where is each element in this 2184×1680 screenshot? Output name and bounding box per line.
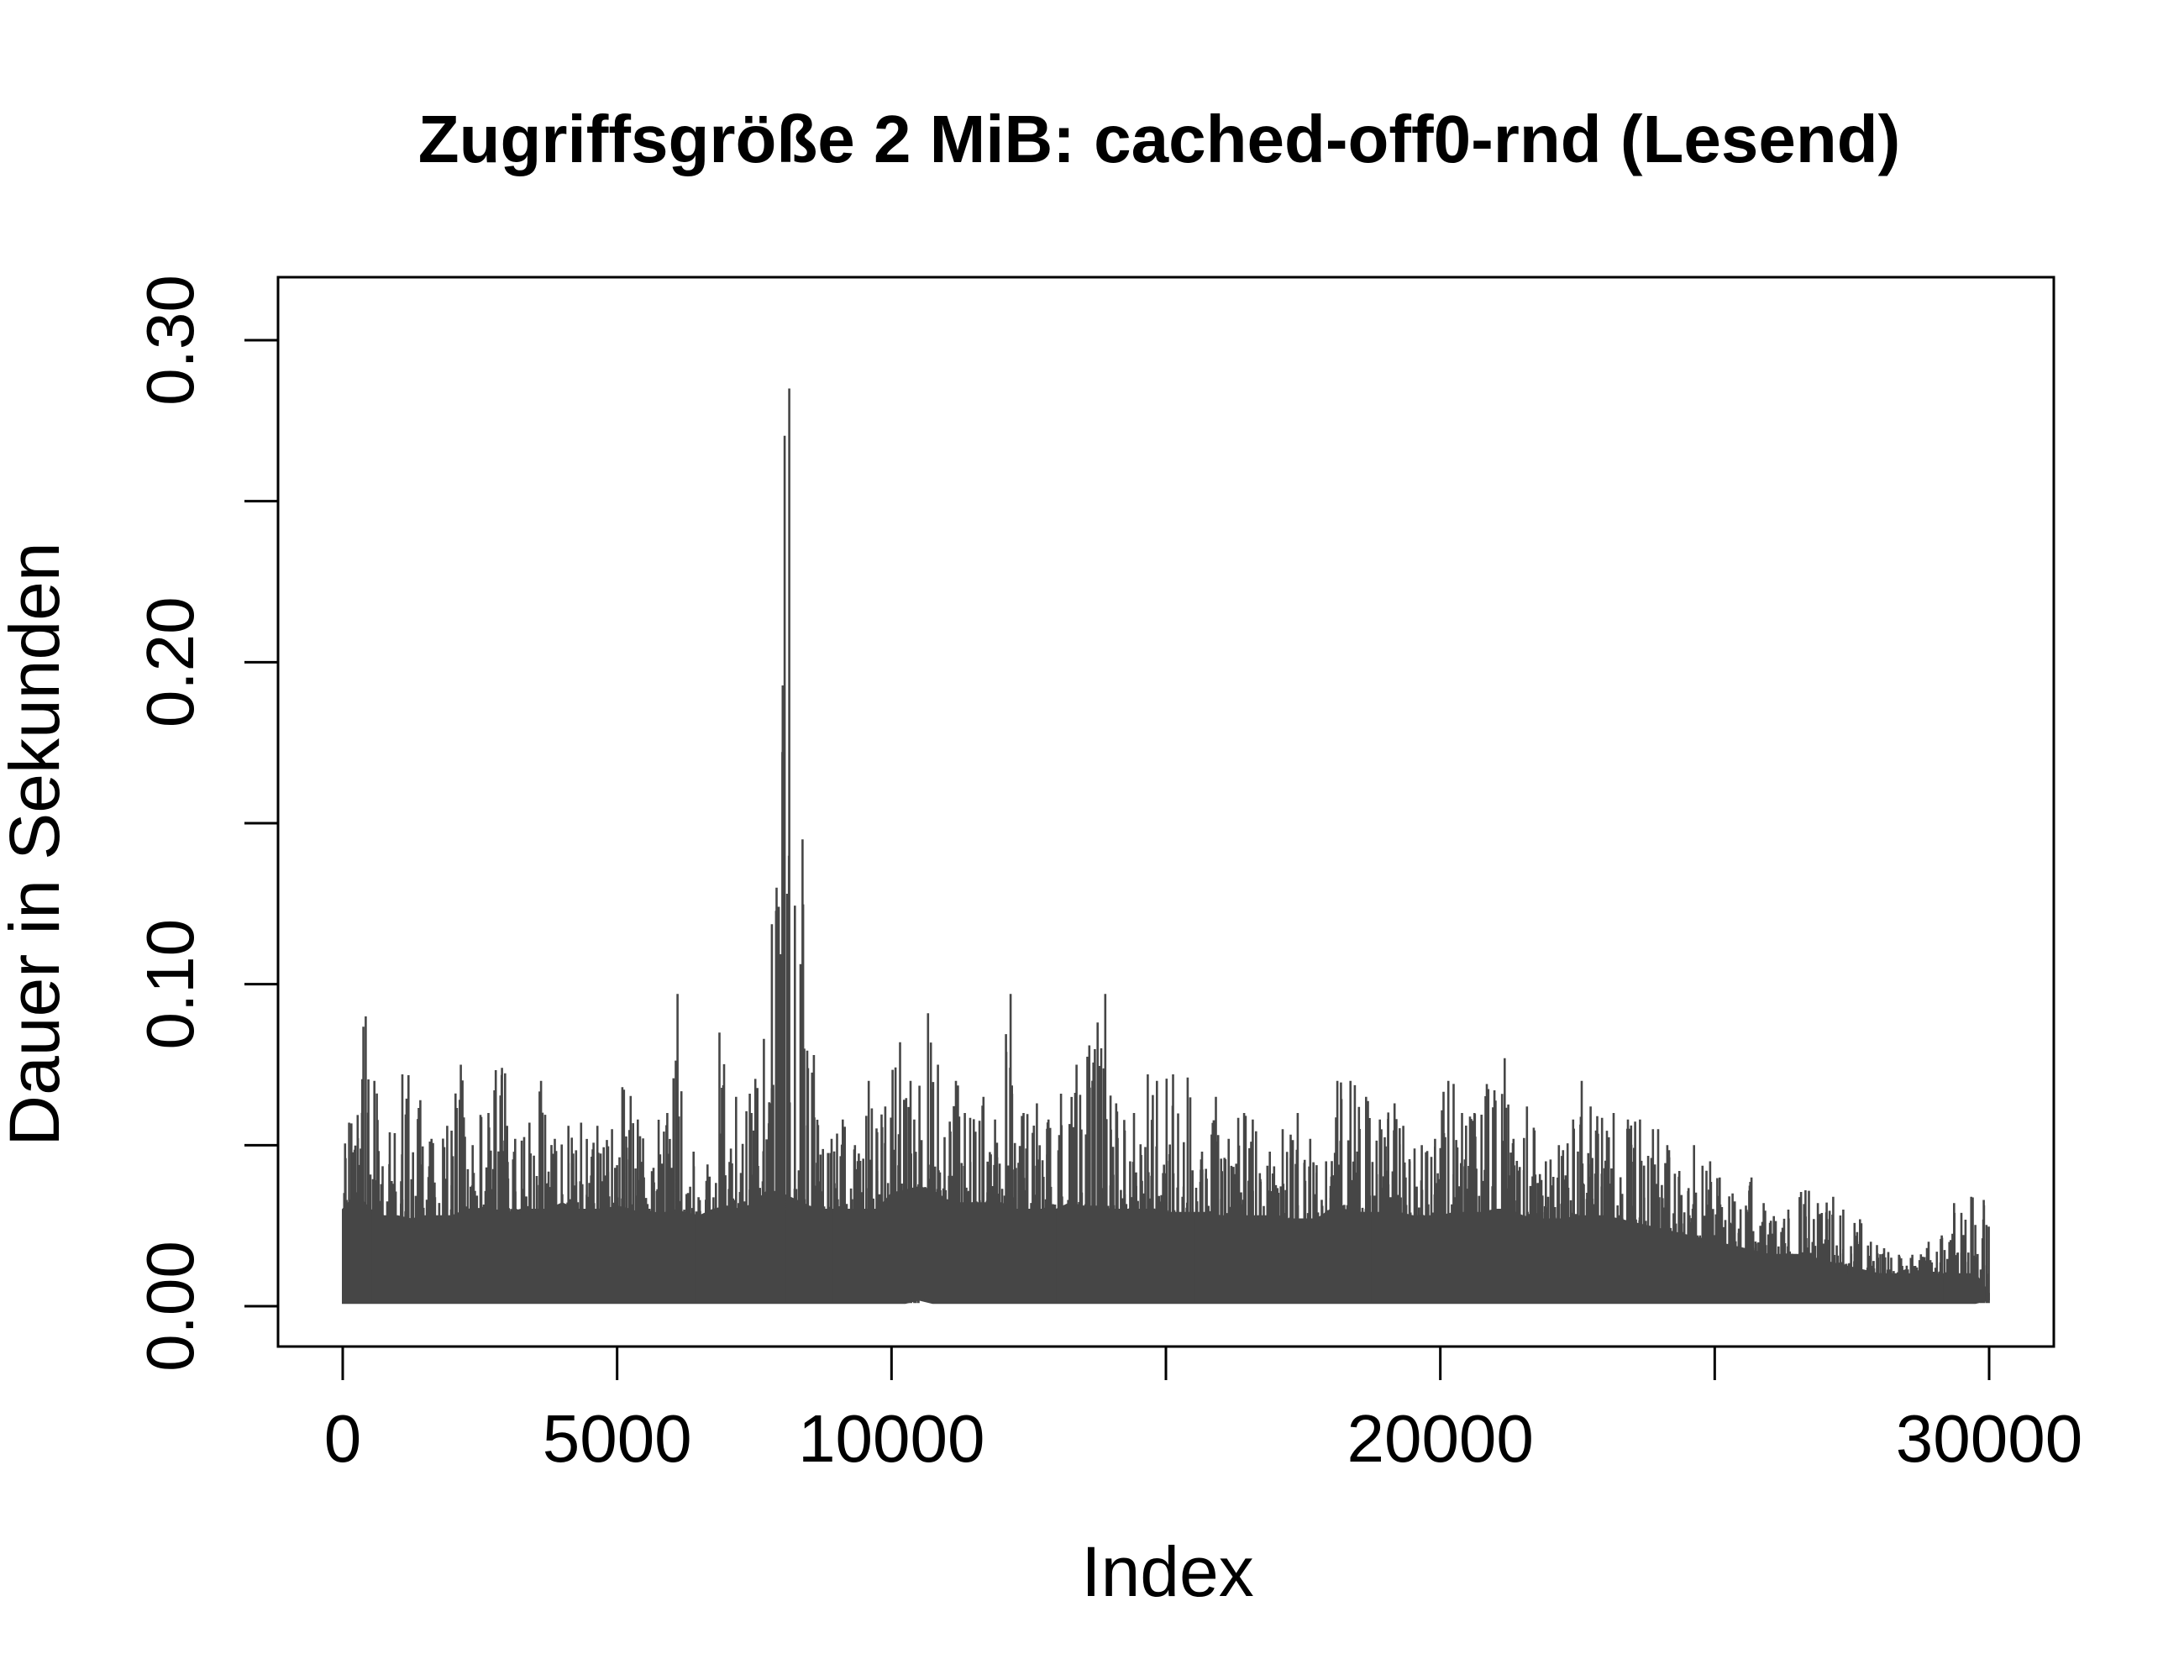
y-axis-label: Dauer in Sekunden bbox=[0, 542, 74, 1146]
x-tick-label: 30000 bbox=[1896, 1401, 2082, 1476]
x-tick-label: 10000 bbox=[798, 1401, 984, 1476]
y-tick-label: 0.00 bbox=[133, 1241, 207, 1372]
y-tick-label: 0.30 bbox=[133, 275, 207, 406]
chart-title: Zugriffsgröße 2 MiB: cached-off0-rnd (Le… bbox=[418, 102, 1901, 176]
x-axis-label: Index bbox=[1081, 1532, 1254, 1611]
x-axis: 0 5000 10000 20000 30000 bbox=[324, 1347, 2082, 1476]
x-tick-label: 5000 bbox=[543, 1401, 692, 1476]
y-tick-label: 0.20 bbox=[133, 596, 207, 727]
y-axis: 0.00 0.10 0.20 0.30 bbox=[133, 275, 278, 1372]
y-tick-label: 0.10 bbox=[133, 919, 207, 1050]
x-tick-label: 20000 bbox=[1347, 1401, 1533, 1476]
series-spikes bbox=[343, 388, 1990, 1304]
plot-area bbox=[276, 276, 2055, 1348]
series-line bbox=[342, 388, 1990, 1305]
x-tick-label: 0 bbox=[324, 1401, 362, 1476]
